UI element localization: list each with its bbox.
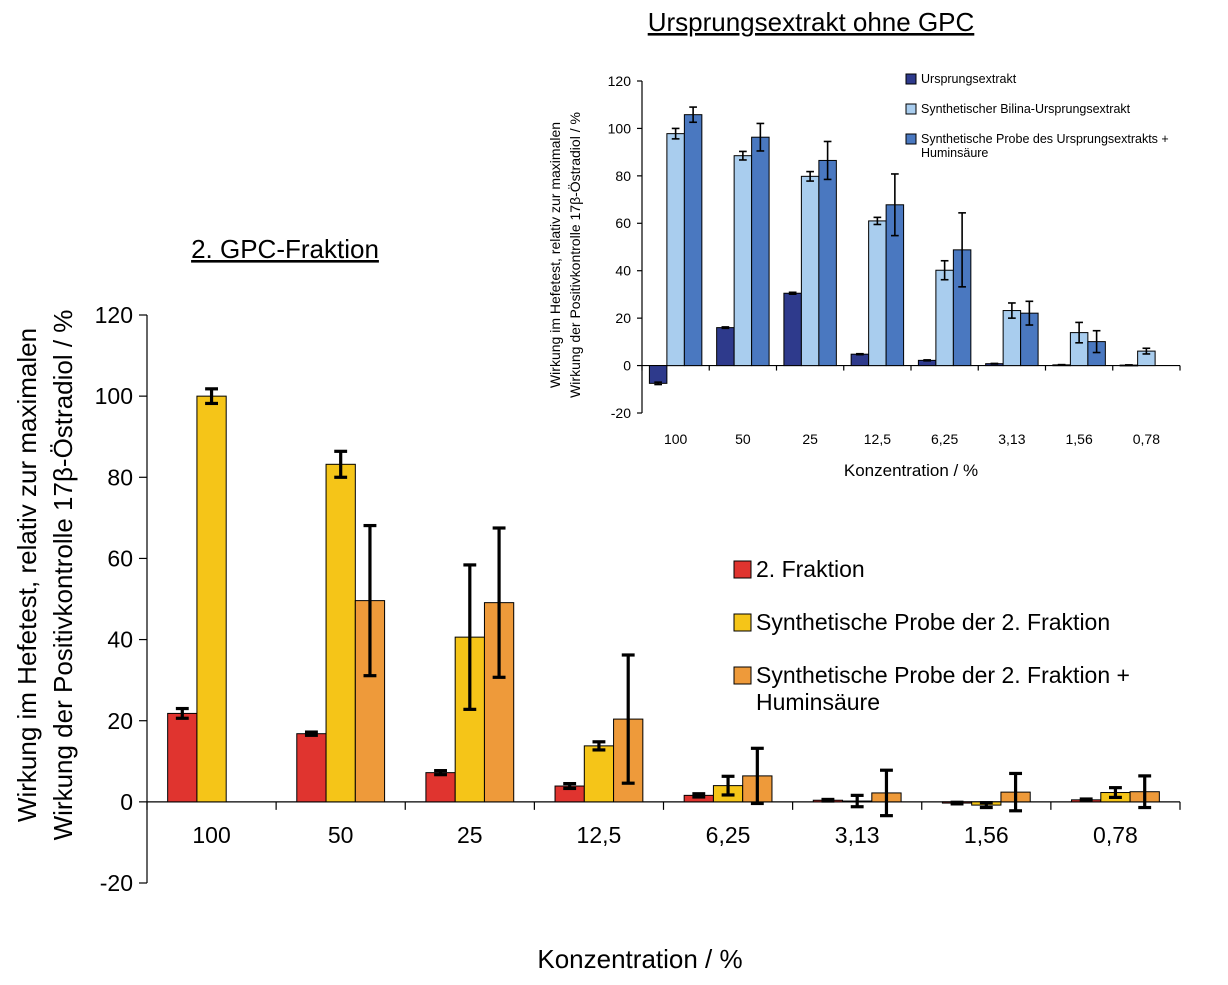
inset-chart-ylabel-line2: Wirkung der Positivkontrolle 17β-Östradi… — [566, 112, 583, 398]
inset-chart: -20 0 20 40 60 80 100 120 100 50 25 12,5 6,25 3,13 1,5… — [608, 72, 1181, 447]
main-category-label: 1,56 — [964, 822, 1009, 848]
inset-category-label: 6,25 — [931, 431, 958, 447]
inset-chart-xlabel: Konzentration / % — [844, 461, 978, 480]
inset-chart-ylabel-line1: Wirkung im Hefetest, relativ zur maximal… — [547, 122, 563, 388]
main-category-label: 6,25 — [706, 822, 751, 848]
inset-bar — [666, 133, 685, 367]
main-category-label: 3,13 — [835, 822, 880, 848]
inset-bar — [800, 175, 820, 367]
main-category-label: 50 — [328, 822, 354, 848]
main-category-label: 25 — [457, 822, 483, 848]
inset-legend-label: Synthetische Probe des Ursprungsextrakts… — [921, 132, 1169, 146]
inset-legend-label: Huminsäure — [921, 146, 988, 160]
inset-legend-swatch — [905, 103, 917, 115]
inset-category-label: 3,13 — [998, 431, 1025, 447]
inset-legend-label: Ursprungsextrakt — [921, 72, 1017, 86]
inset-category-label: 25 — [802, 431, 818, 447]
main-chart-ylabel-line1: Wirkung im Hefetest, relativ zur maximal… — [12, 328, 42, 822]
main-category-label: 0,78 — [1093, 822, 1138, 848]
inset-bar — [751, 136, 770, 367]
inset-legend-swatch — [905, 133, 917, 145]
main-y-tick-label: -20 — [100, 870, 133, 896]
inset-bar — [935, 269, 954, 367]
inset-bar — [818, 159, 837, 367]
inset-bar — [868, 220, 887, 367]
inset-y-tick-label: 80 — [615, 168, 631, 184]
main-bar — [325, 463, 356, 803]
main-chart-xlabel: Konzentration / % — [537, 944, 742, 974]
main-legend-swatch — [733, 560, 752, 579]
inset-category-label: 1,56 — [1066, 431, 1093, 447]
main-y-tick-label: 20 — [107, 708, 133, 734]
main-legend-label: 2. Fraktion — [756, 556, 865, 582]
inset-category-label: 12,5 — [864, 431, 891, 447]
main-bar — [425, 772, 456, 803]
main-legend-label: Synthetische Probe der 2. Fraktion + — [756, 662, 1130, 688]
main-y-tick-label: 120 — [95, 302, 133, 328]
inset-y-tick-label: 100 — [608, 120, 632, 136]
inset-bar — [648, 365, 668, 384]
main-legend-label: Huminsäure — [756, 689, 880, 715]
inset-legend-swatch — [905, 73, 917, 85]
main-legend-swatch — [733, 666, 752, 685]
inset-legend-label: Synthetischer Bilina-Ursprungsextrakt — [921, 102, 1131, 116]
main-bar — [196, 395, 227, 803]
main-chart-title: 2. GPC-Fraktion — [191, 234, 379, 264]
main-category-label: 100 — [192, 822, 230, 848]
inset-category-label: 100 — [664, 431, 688, 447]
main-y-tick-label: 80 — [107, 464, 133, 490]
main-y-tick-label: 100 — [95, 383, 133, 409]
inset-y-tick-label: 0 — [623, 357, 631, 373]
main-bar — [296, 733, 327, 803]
inset-category-label: 50 — [735, 431, 751, 447]
main-bar — [167, 712, 198, 803]
inset-bar — [716, 327, 735, 367]
inset-bar — [733, 155, 753, 367]
inset-y-tick-label: 20 — [615, 310, 631, 326]
inset-y-tick-label: 40 — [615, 263, 631, 279]
inset-bar — [783, 292, 802, 367]
inset-y-tick-label: -20 — [611, 405, 631, 421]
inset-bar — [683, 114, 703, 367]
inset-category-label: 0,78 — [1133, 431, 1160, 447]
main-y-tick-label: 60 — [107, 545, 133, 571]
inset-y-tick-label: 120 — [608, 73, 632, 89]
inset-y-tick-label: 60 — [615, 215, 631, 231]
inset-chart-title: Ursprungsextrakt ohne GPC — [648, 7, 975, 37]
main-category-label: 12,5 — [577, 822, 622, 848]
main-y-tick-label: 40 — [107, 627, 133, 653]
main-legend-swatch — [733, 613, 752, 632]
main-bar — [583, 745, 615, 803]
main-legend-label: Synthetische Probe der 2. Fraktion — [756, 609, 1110, 635]
main-y-tick-label: 0 — [120, 789, 133, 815]
inset-bar — [850, 353, 870, 367]
main-chart-ylabel-line2: Wirkung der Positivkontrolle 17β-Östradi… — [48, 310, 78, 841]
main-chart: -20 0 20 40 60 80 100 120 100 50 25 12,5 6,25 3,13 1,5… — [95, 302, 1181, 896]
